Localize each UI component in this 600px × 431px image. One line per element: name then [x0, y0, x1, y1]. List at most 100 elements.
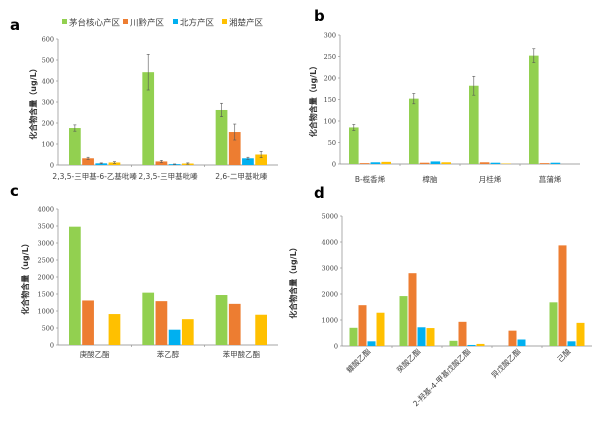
y-tick-label: 3000 [321, 264, 338, 272]
legend-label: 川黔产区 [130, 18, 165, 29]
y-tick-label: 200 [42, 119, 54, 127]
y-axis-label: 化合物含量（ug/L） [20, 239, 30, 314]
panel-label: d [314, 184, 325, 202]
bar [69, 226, 81, 345]
bar [367, 341, 376, 346]
bar [419, 162, 430, 164]
panel-label: a [10, 16, 20, 34]
y-axis-label: 化合物含量（ug/L） [28, 64, 38, 139]
y-tick-label: 400 [42, 77, 54, 85]
y-tick-label: 0 [334, 342, 338, 350]
bar [449, 340, 458, 346]
bar [479, 162, 490, 164]
bar [228, 303, 241, 345]
y-tick-label: 1000 [37, 307, 54, 315]
y-tick-label: 200 [324, 74, 336, 82]
bar [359, 163, 370, 164]
panel-a: a 0 100 200 300 400 500 600 化合物含量（ug/L） 2,3,5-三甲基… [10, 16, 278, 181]
y-tick-label: 4000 [321, 238, 338, 246]
y-tick-label: 2500 [37, 256, 54, 264]
y-tick-label: 4000 [37, 205, 54, 213]
x-tick-label: 异戊酸乙酯 [489, 346, 523, 380]
bar [142, 292, 155, 345]
panel-b: b 0 50 100 150 200 250 300 化合物含量（ug/L） B-榄香烯 樟脑 月桂烯… [308, 7, 580, 184]
bar [168, 329, 181, 345]
bar [108, 314, 121, 345]
legend: 茅台核心产区 川黔产区 北方产区 湘楚产区 [62, 18, 264, 29]
y-tick-label: 500 [42, 56, 54, 64]
y-tick-label: 250 [324, 53, 336, 61]
legend-label: 北方产区 [180, 18, 215, 29]
bar [539, 163, 550, 164]
bar [567, 341, 576, 346]
bar [349, 127, 359, 164]
bar [469, 85, 479, 164]
bar [426, 328, 435, 346]
bar [155, 301, 168, 345]
bar [508, 330, 517, 346]
x-tick-label: 庚酸乙酯 [80, 349, 110, 359]
x-tick-label: 樟脑 [423, 174, 438, 184]
bar [181, 319, 194, 345]
bar [349, 327, 358, 346]
x-tick-label: 己酸 [555, 346, 573, 364]
y-tick-label: 300 [324, 31, 336, 39]
bar [358, 305, 367, 346]
panel-label: c [10, 182, 19, 200]
bar [441, 162, 451, 164]
bar [142, 72, 155, 165]
bar [82, 158, 94, 165]
bar [399, 296, 408, 346]
y-tick-label: 100 [324, 117, 336, 125]
bar [370, 162, 381, 164]
legend-swatch [123, 19, 128, 24]
bar [228, 132, 241, 165]
panel-c: c 0 500 1000 1500 2000 2500 3000 3500 4000 化合物含量（u… [10, 182, 278, 359]
y-tick-label: 0 [332, 160, 336, 168]
bar [108, 162, 121, 165]
bar [476, 343, 485, 346]
x-tick-label: B-榄香烯 [355, 174, 386, 184]
legend-swatch [173, 19, 178, 24]
y-tick-label: 2000 [37, 273, 54, 281]
bar [417, 327, 426, 346]
x-tick-label: 2,6-二甲基吡嗪 [215, 171, 268, 181]
y-tick-label: 2000 [321, 290, 338, 298]
y-tick-label: 500 [42, 324, 54, 332]
bar [529, 55, 539, 164]
panel-d: d 0 1000 2000 3000 4000 5000 化合物含量（ug/L） 糠酸乙酯 癸酸乙… [288, 184, 592, 408]
bar [549, 302, 558, 346]
bar [467, 344, 476, 346]
bar [430, 161, 441, 164]
x-tick-label: 苯乙醇 [157, 349, 180, 359]
bar [255, 314, 267, 345]
legend-label: 湘楚产区 [229, 18, 264, 29]
bar [517, 339, 526, 346]
y-axis-label: 化合物含量（ug/L） [288, 243, 298, 318]
bar [558, 245, 567, 346]
legend-swatch [62, 19, 67, 24]
bar [155, 161, 168, 165]
bar [69, 128, 81, 165]
x-tick-label: 糠酸乙酯 [344, 346, 373, 375]
bar [215, 295, 228, 345]
y-tick-label: 600 [42, 35, 54, 43]
legend-label: 茅台核心产区 [69, 18, 121, 29]
y-tick-label: 3000 [37, 239, 54, 247]
bar [550, 162, 561, 164]
x-tick-label: 月桂烯 [479, 174, 502, 184]
y-tick-label: 1500 [37, 290, 54, 298]
panel-label: b [314, 7, 325, 25]
y-tick-label: 3500 [37, 222, 54, 230]
x-tick-label: 2,3,5-三甲基吡嗪 [138, 171, 198, 181]
x-tick-label: 癸酸乙酯 [394, 346, 423, 375]
x-tick-label: 菖蒲烯 [539, 174, 562, 184]
bar [490, 162, 501, 164]
x-tick-label: 2,3,5-三甲基-6-乙基吡嗪 [52, 171, 137, 181]
bar [376, 312, 385, 346]
y-tick-label: 150 [324, 96, 336, 104]
bar [408, 273, 417, 346]
bar [215, 109, 228, 165]
bar [255, 154, 267, 165]
